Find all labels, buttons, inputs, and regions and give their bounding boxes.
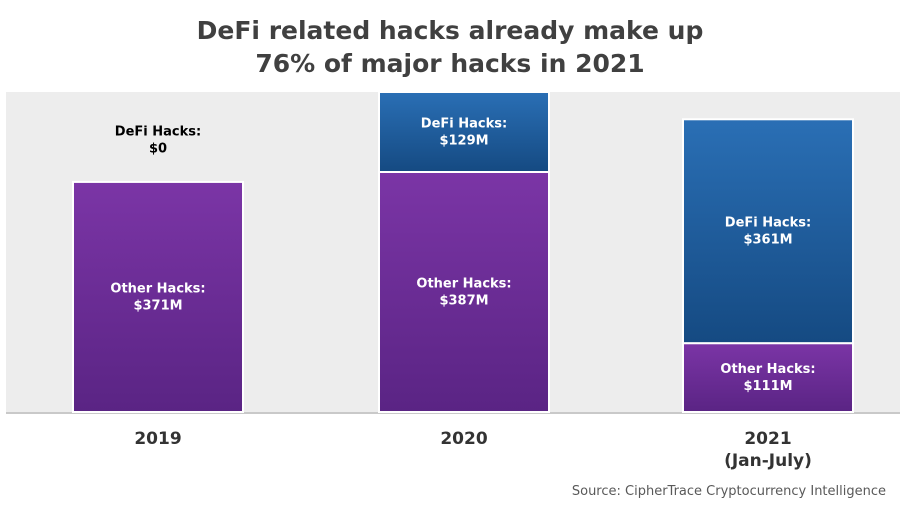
x-tick-label-line: (Jan-July) <box>724 451 812 471</box>
bar-defi-2020 <box>378 91 550 173</box>
bar-other-2019 <box>72 180 244 413</box>
chart-title: DeFi related hacks already make up 76% o… <box>0 14 900 80</box>
bar-defi-2021 <box>682 118 854 345</box>
data-label-defi-2019: DeFi Hacks: $0 <box>115 124 201 156</box>
x-tick-label-2019: 2019 <box>58 428 258 450</box>
title-line-2: 76% of major hacks in 2021 <box>255 49 645 78</box>
source-note: Source: CipherTrace Cryptocurrency Intel… <box>571 484 886 499</box>
bar-other-2020 <box>378 171 550 413</box>
bar-other-2021 <box>682 342 854 413</box>
x-tick-label-line: 2021 <box>744 429 792 449</box>
data-label-defi-2021: DeFi Hacks: $361M <box>725 216 811 248</box>
x-tick-label-2021: 2021 (Jan-July) <box>668 428 868 472</box>
data-label-other-2020: Other Hacks: $387M <box>416 277 511 309</box>
data-label-other-2021: Other Hacks: $111M <box>720 362 815 394</box>
data-label-defi-2020: DeFi Hacks: $129M <box>421 117 507 149</box>
x-tick-label-line: 2020 <box>440 429 488 449</box>
x-tick-label-line: 2019 <box>134 429 182 449</box>
data-label-other-2019: Other Hacks: $371M <box>110 281 205 313</box>
x-tick-label-2020: 2020 <box>364 428 564 450</box>
title-line-1: DeFi related hacks already make up <box>196 16 704 45</box>
